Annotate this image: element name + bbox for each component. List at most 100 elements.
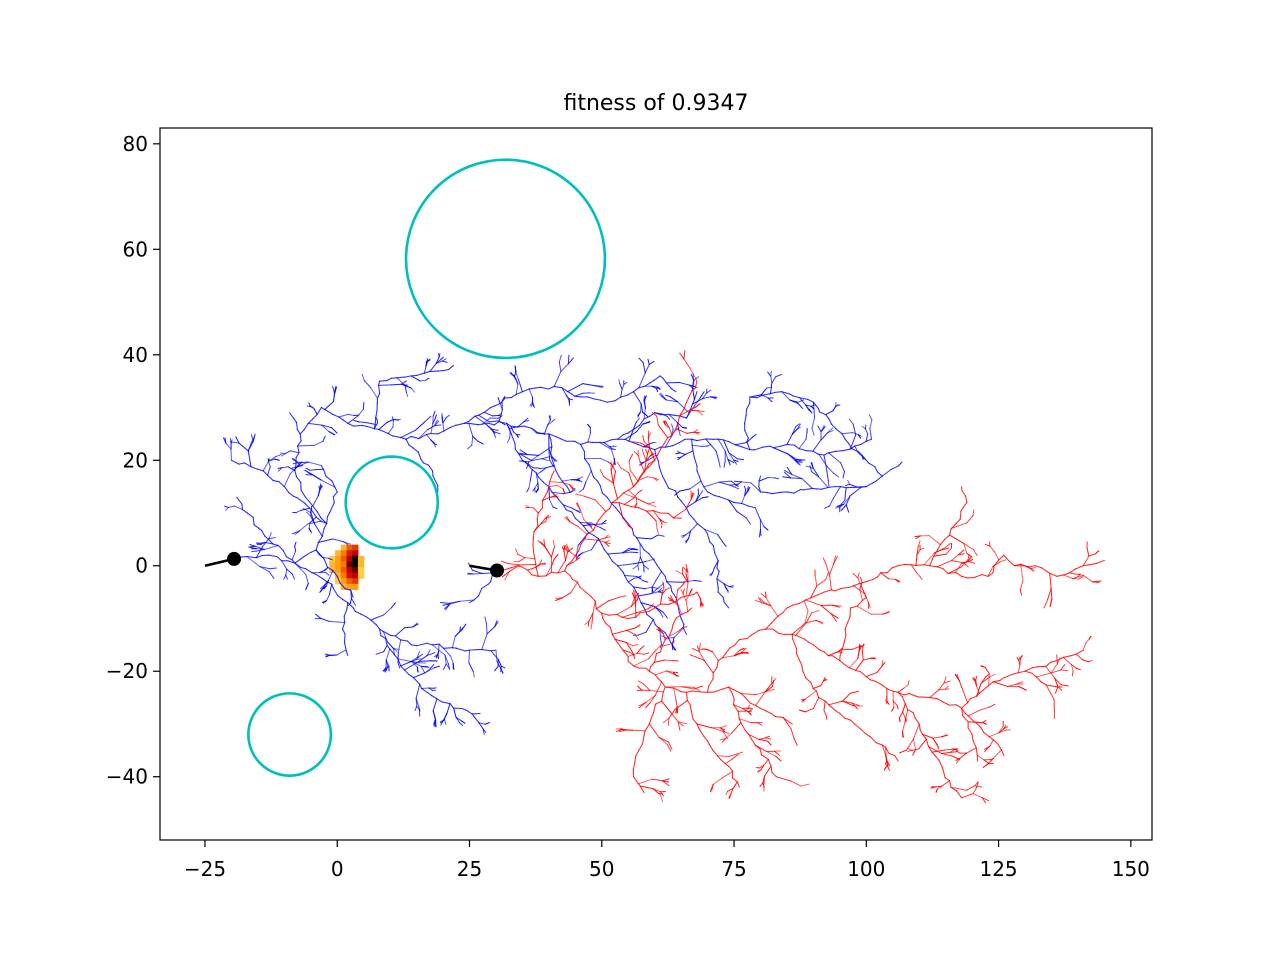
tree-branch [770, 712, 776, 718]
tree-branch [331, 480, 336, 488]
tree-branch [844, 628, 847, 636]
tree-branch [851, 646, 860, 650]
tree-branch [983, 731, 990, 738]
tree-branch [971, 733, 974, 742]
tree-branch [853, 583, 860, 587]
heatmap-cell [329, 555, 336, 562]
tree-branch [626, 629, 636, 636]
tree-branch [825, 414, 830, 420]
tree-branch [671, 388, 677, 393]
tree-branch [349, 597, 352, 604]
tree-branch [643, 443, 651, 448]
obstacle-circle [404, 158, 607, 360]
tree-branch [827, 427, 834, 434]
tree-branch [308, 528, 312, 532]
tree-branch [987, 572, 994, 577]
tree-branch [700, 602, 704, 606]
tree-branch [396, 377, 406, 387]
tree-branch [890, 706, 895, 712]
tree-branch [574, 392, 584, 397]
tree-branch [987, 758, 994, 765]
tree-branch [658, 518, 665, 523]
tree-branch [1077, 573, 1081, 578]
tree-branch [267, 554, 278, 558]
tree-branch [611, 560, 619, 567]
tree-branch [943, 534, 951, 541]
tree-branch [830, 613, 839, 619]
tree-branch [684, 450, 694, 455]
tree-branch [410, 660, 422, 667]
tree-branch [955, 563, 962, 573]
tree-branch [795, 423, 800, 428]
tree-branch [877, 572, 882, 578]
tree-branch [638, 507, 648, 512]
tree-branch [682, 593, 687, 601]
tree-branch [1003, 726, 1008, 730]
tree-branch [391, 435, 402, 439]
tree-branch [396, 376, 406, 379]
tree-branch [643, 463, 650, 473]
tree-branch [675, 613, 683, 620]
tree-branch [230, 439, 233, 444]
tree-branch [869, 736, 877, 744]
y-tick-label: −20 [106, 659, 148, 683]
tree-branch [770, 370, 772, 377]
tree-branch [317, 538, 333, 544]
tree-branch [406, 640, 412, 646]
tree-branch [379, 628, 382, 637]
tree-branch [343, 641, 347, 651]
tree-branch [410, 375, 421, 382]
tree-branch [473, 595, 480, 601]
tree-branch [634, 424, 640, 429]
tree-branch [634, 634, 639, 640]
tree-branch [677, 721, 681, 731]
tree-branch [553, 370, 562, 387]
heatmap-cell [346, 567, 353, 574]
tree-branch [518, 421, 525, 427]
tree-branch [643, 415, 651, 420]
tree-branch [397, 639, 402, 654]
tree-branch [321, 585, 327, 590]
tree-branch [375, 410, 378, 418]
tree-branch [628, 440, 639, 445]
tree-branch [426, 425, 436, 431]
tree-branch [791, 428, 798, 435]
x-tick-label: 50 [589, 857, 614, 881]
tree-branch [722, 439, 730, 454]
tree-branch [969, 695, 978, 700]
tree-branch [951, 755, 960, 760]
tree-branch [585, 470, 592, 483]
tree-branch [758, 486, 762, 493]
tree-branch [621, 547, 630, 554]
y-tick-label: 20 [123, 448, 148, 472]
tree-branch [644, 460, 647, 473]
tree-branch [587, 423, 591, 428]
tree-branch [1088, 660, 1093, 663]
tree-branch [246, 555, 257, 559]
tree-branch [933, 548, 939, 557]
tree-branch [635, 612, 641, 618]
tree-branch [782, 716, 787, 721]
tree-branch [535, 472, 540, 478]
tree-branch [557, 570, 566, 574]
tree-branch [680, 453, 686, 458]
tree-branch [805, 404, 810, 411]
tree-branch [425, 377, 430, 381]
tree-branch [731, 777, 738, 783]
heatmap-cell [352, 572, 359, 579]
tree-branch [698, 643, 701, 653]
tree-branch [587, 620, 590, 627]
tree-branch [433, 443, 438, 446]
tree-branch [648, 717, 652, 725]
tree-branch [712, 749, 719, 757]
tree-branch [528, 454, 540, 463]
tree-branch [874, 680, 883, 686]
tree-branch [296, 429, 301, 435]
tree-branch [545, 465, 555, 469]
tree-branch [515, 371, 519, 380]
tree-branch [431, 643, 440, 646]
tree-branch [576, 510, 581, 514]
tree-branch [268, 532, 272, 540]
tree-branch [513, 374, 517, 380]
tree-branch [285, 568, 288, 576]
